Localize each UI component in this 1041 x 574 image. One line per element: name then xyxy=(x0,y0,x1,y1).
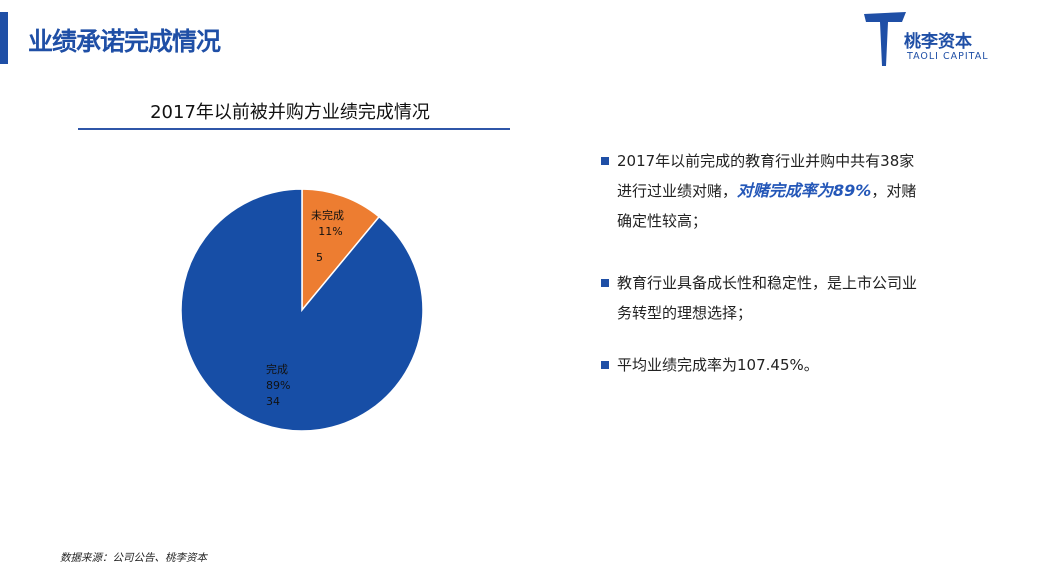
slice-value: 5 xyxy=(316,251,323,264)
logo-cn: 桃李资本 xyxy=(904,32,972,52)
square-bullet-icon xyxy=(601,279,609,287)
slice-value: 34 xyxy=(266,395,280,408)
slice-name: 未完成 xyxy=(311,209,344,222)
page-title: 业绩承诺完成情况 xyxy=(28,27,221,56)
bullet-item: 平均业绩完成率为107.45%。 xyxy=(600,350,920,380)
square-bullet-icon xyxy=(601,157,609,165)
bullet-list: 2017年以前完成的教育行业并购中共有38家进行过业绩对赌，对赌完成率为89%，… xyxy=(600,146,920,400)
slice-label-incomplete: 未完成 11% 5 xyxy=(311,208,344,266)
logo-t-icon xyxy=(864,12,906,66)
logo-en: TAOLI CAPITAL xyxy=(907,51,989,62)
slice-percent: 11% xyxy=(318,225,343,238)
bullet-item: 2017年以前完成的教育行业并购中共有38家进行过业绩对赌，对赌完成率为89%，… xyxy=(600,146,920,236)
logo: 桃李资本 TAOLI CAPITAL xyxy=(862,10,1002,68)
slice-percent: 89% xyxy=(266,379,291,392)
bullet-item: 教育行业具备成长性和稳定性，是上市公司业务转型的理想选择； xyxy=(600,268,920,328)
slice-label-complete: 完成 89% 34 xyxy=(266,362,290,410)
chart-title: 2017年以前被并购方业绩完成情况 xyxy=(150,102,430,123)
chart-title-underline xyxy=(78,128,510,130)
title-accent-bar xyxy=(0,12,8,64)
data-source: 数据来源：公司公告、桃李资本 xyxy=(60,552,207,564)
pie-slice-1 xyxy=(180,188,424,432)
square-bullet-icon xyxy=(601,361,609,369)
pie-slice-0 xyxy=(301,188,381,313)
slice-name: 完成 xyxy=(266,363,288,376)
